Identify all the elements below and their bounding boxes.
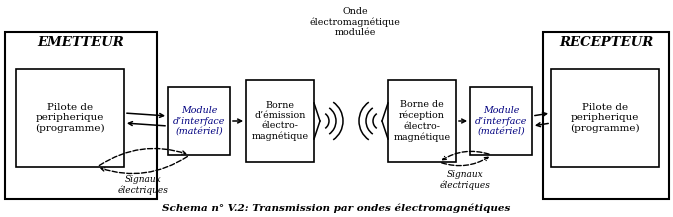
Text: Pilote de
peripherique
(programme): Pilote de peripherique (programme) bbox=[35, 103, 105, 133]
Text: EMETTEUR: EMETTEUR bbox=[38, 36, 125, 49]
Text: Pilote de
peripherique
(programme): Pilote de peripherique (programme) bbox=[570, 103, 640, 133]
Text: Module
d’interface
(matériel): Module d’interface (matériel) bbox=[475, 106, 527, 136]
Bar bbox=[470, 87, 532, 155]
Text: Signaux
électriques: Signaux électriques bbox=[440, 170, 491, 190]
Text: Signaux
électriques: Signaux électriques bbox=[118, 175, 169, 195]
Bar bbox=[551, 69, 659, 167]
Bar bbox=[5, 32, 157, 199]
Bar bbox=[246, 80, 314, 162]
Text: Borne
d’émission
électro-
magnétique: Borne d’émission électro- magnétique bbox=[252, 101, 308, 141]
Text: Borne de
réception
électro-
magnétique: Borne de réception électro- magnétique bbox=[394, 100, 450, 142]
Bar bbox=[168, 87, 230, 155]
Bar bbox=[388, 80, 456, 162]
Bar bbox=[16, 69, 124, 167]
Text: Module
d’interface
(matériel): Module d’interface (matériel) bbox=[173, 106, 225, 136]
Text: Schema n° V.2: Transmission par ondes électromagnétiques: Schema n° V.2: Transmission par ondes él… bbox=[162, 203, 511, 213]
Bar bbox=[543, 32, 669, 199]
Text: Onde
électromagnétique
modulée: Onde électromagnétique modulée bbox=[310, 7, 400, 37]
Text: RECEPTEUR: RECEPTEUR bbox=[559, 36, 653, 49]
